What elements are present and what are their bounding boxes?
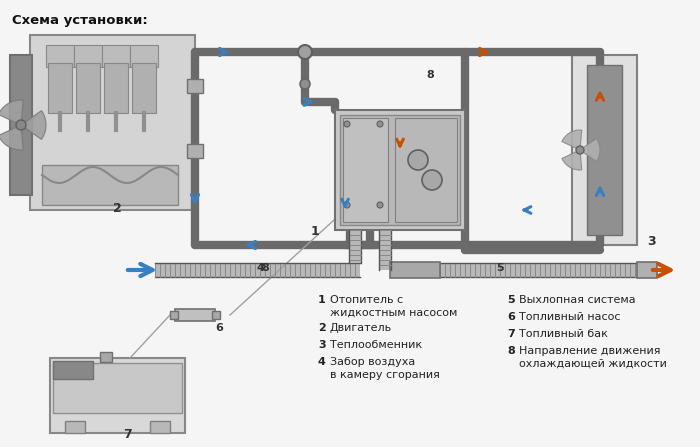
Bar [637,262,657,278]
Text: Топливный бак: Топливный бак [519,329,608,339]
Bar [102,45,130,67]
Text: 8: 8 [261,263,269,273]
Polygon shape [562,130,582,150]
Polygon shape [0,100,23,125]
Bar [187,144,203,158]
Circle shape [16,120,26,130]
Polygon shape [580,139,600,161]
Bar [440,263,640,277]
Bar [390,262,440,278]
Text: Отопитель с: Отопитель с [330,295,403,305]
Bar [50,358,185,433]
Bar [155,263,360,277]
Text: Топливный насос: Топливный насос [519,312,620,322]
Text: 8: 8 [426,70,434,80]
Polygon shape [0,125,23,150]
Text: 6: 6 [507,312,515,322]
Text: Забор воздуха: Забор воздуха [330,357,415,367]
Bar [48,63,72,113]
Bar [587,65,622,235]
Bar [175,309,215,321]
Bar [132,63,156,113]
Polygon shape [562,150,582,170]
Bar [379,230,391,270]
Bar [46,45,74,67]
Bar [340,115,460,225]
Bar [65,421,85,433]
Bar [170,311,178,319]
Bar [187,79,203,93]
Text: 5: 5 [507,295,514,305]
Bar [30,35,195,210]
Circle shape [377,202,383,208]
Text: жидкостным насосом: жидкостным насосом [330,308,457,318]
Text: Схема установки:: Схема установки: [12,14,148,27]
Text: 1: 1 [311,225,319,238]
Bar [53,363,182,413]
Bar [395,118,457,222]
Circle shape [344,202,350,208]
Text: 7: 7 [123,428,132,441]
Bar [76,63,100,113]
Bar [74,45,102,67]
Text: Направление движения: Направление движения [519,346,661,356]
Text: 7: 7 [507,329,514,339]
Bar [42,165,178,205]
Text: 3: 3 [318,340,326,350]
Text: 2: 2 [113,202,122,215]
Bar [53,361,93,379]
Circle shape [377,121,383,127]
Circle shape [298,45,312,59]
Text: 1: 1 [318,295,326,305]
Text: 4: 4 [318,357,326,367]
Bar [150,421,170,433]
Text: Двигатель: Двигатель [330,323,392,333]
Bar [130,45,158,67]
Bar [212,311,220,319]
Bar [310,290,695,437]
Text: 4: 4 [256,263,264,273]
Text: Выхлопная система: Выхлопная система [519,295,636,305]
Text: 6: 6 [215,323,223,333]
Bar [343,118,388,222]
Bar [572,55,637,245]
Text: в камеру сгорания: в камеру сгорания [330,370,440,380]
Bar [100,352,112,362]
Circle shape [300,79,310,89]
Text: 5: 5 [496,263,504,273]
Bar [104,63,128,113]
Text: охлаждающей жидкости: охлаждающей жидкости [519,359,667,369]
Polygon shape [21,111,46,139]
Circle shape [422,170,442,190]
Circle shape [344,121,350,127]
Text: 2: 2 [318,323,326,333]
Text: Теплообменник: Теплообменник [330,340,422,350]
Circle shape [576,146,584,154]
Text: 3: 3 [647,235,656,248]
Bar [335,110,465,230]
Text: 8: 8 [507,346,514,356]
Bar [349,230,361,263]
Circle shape [408,150,428,170]
Bar [10,55,32,195]
